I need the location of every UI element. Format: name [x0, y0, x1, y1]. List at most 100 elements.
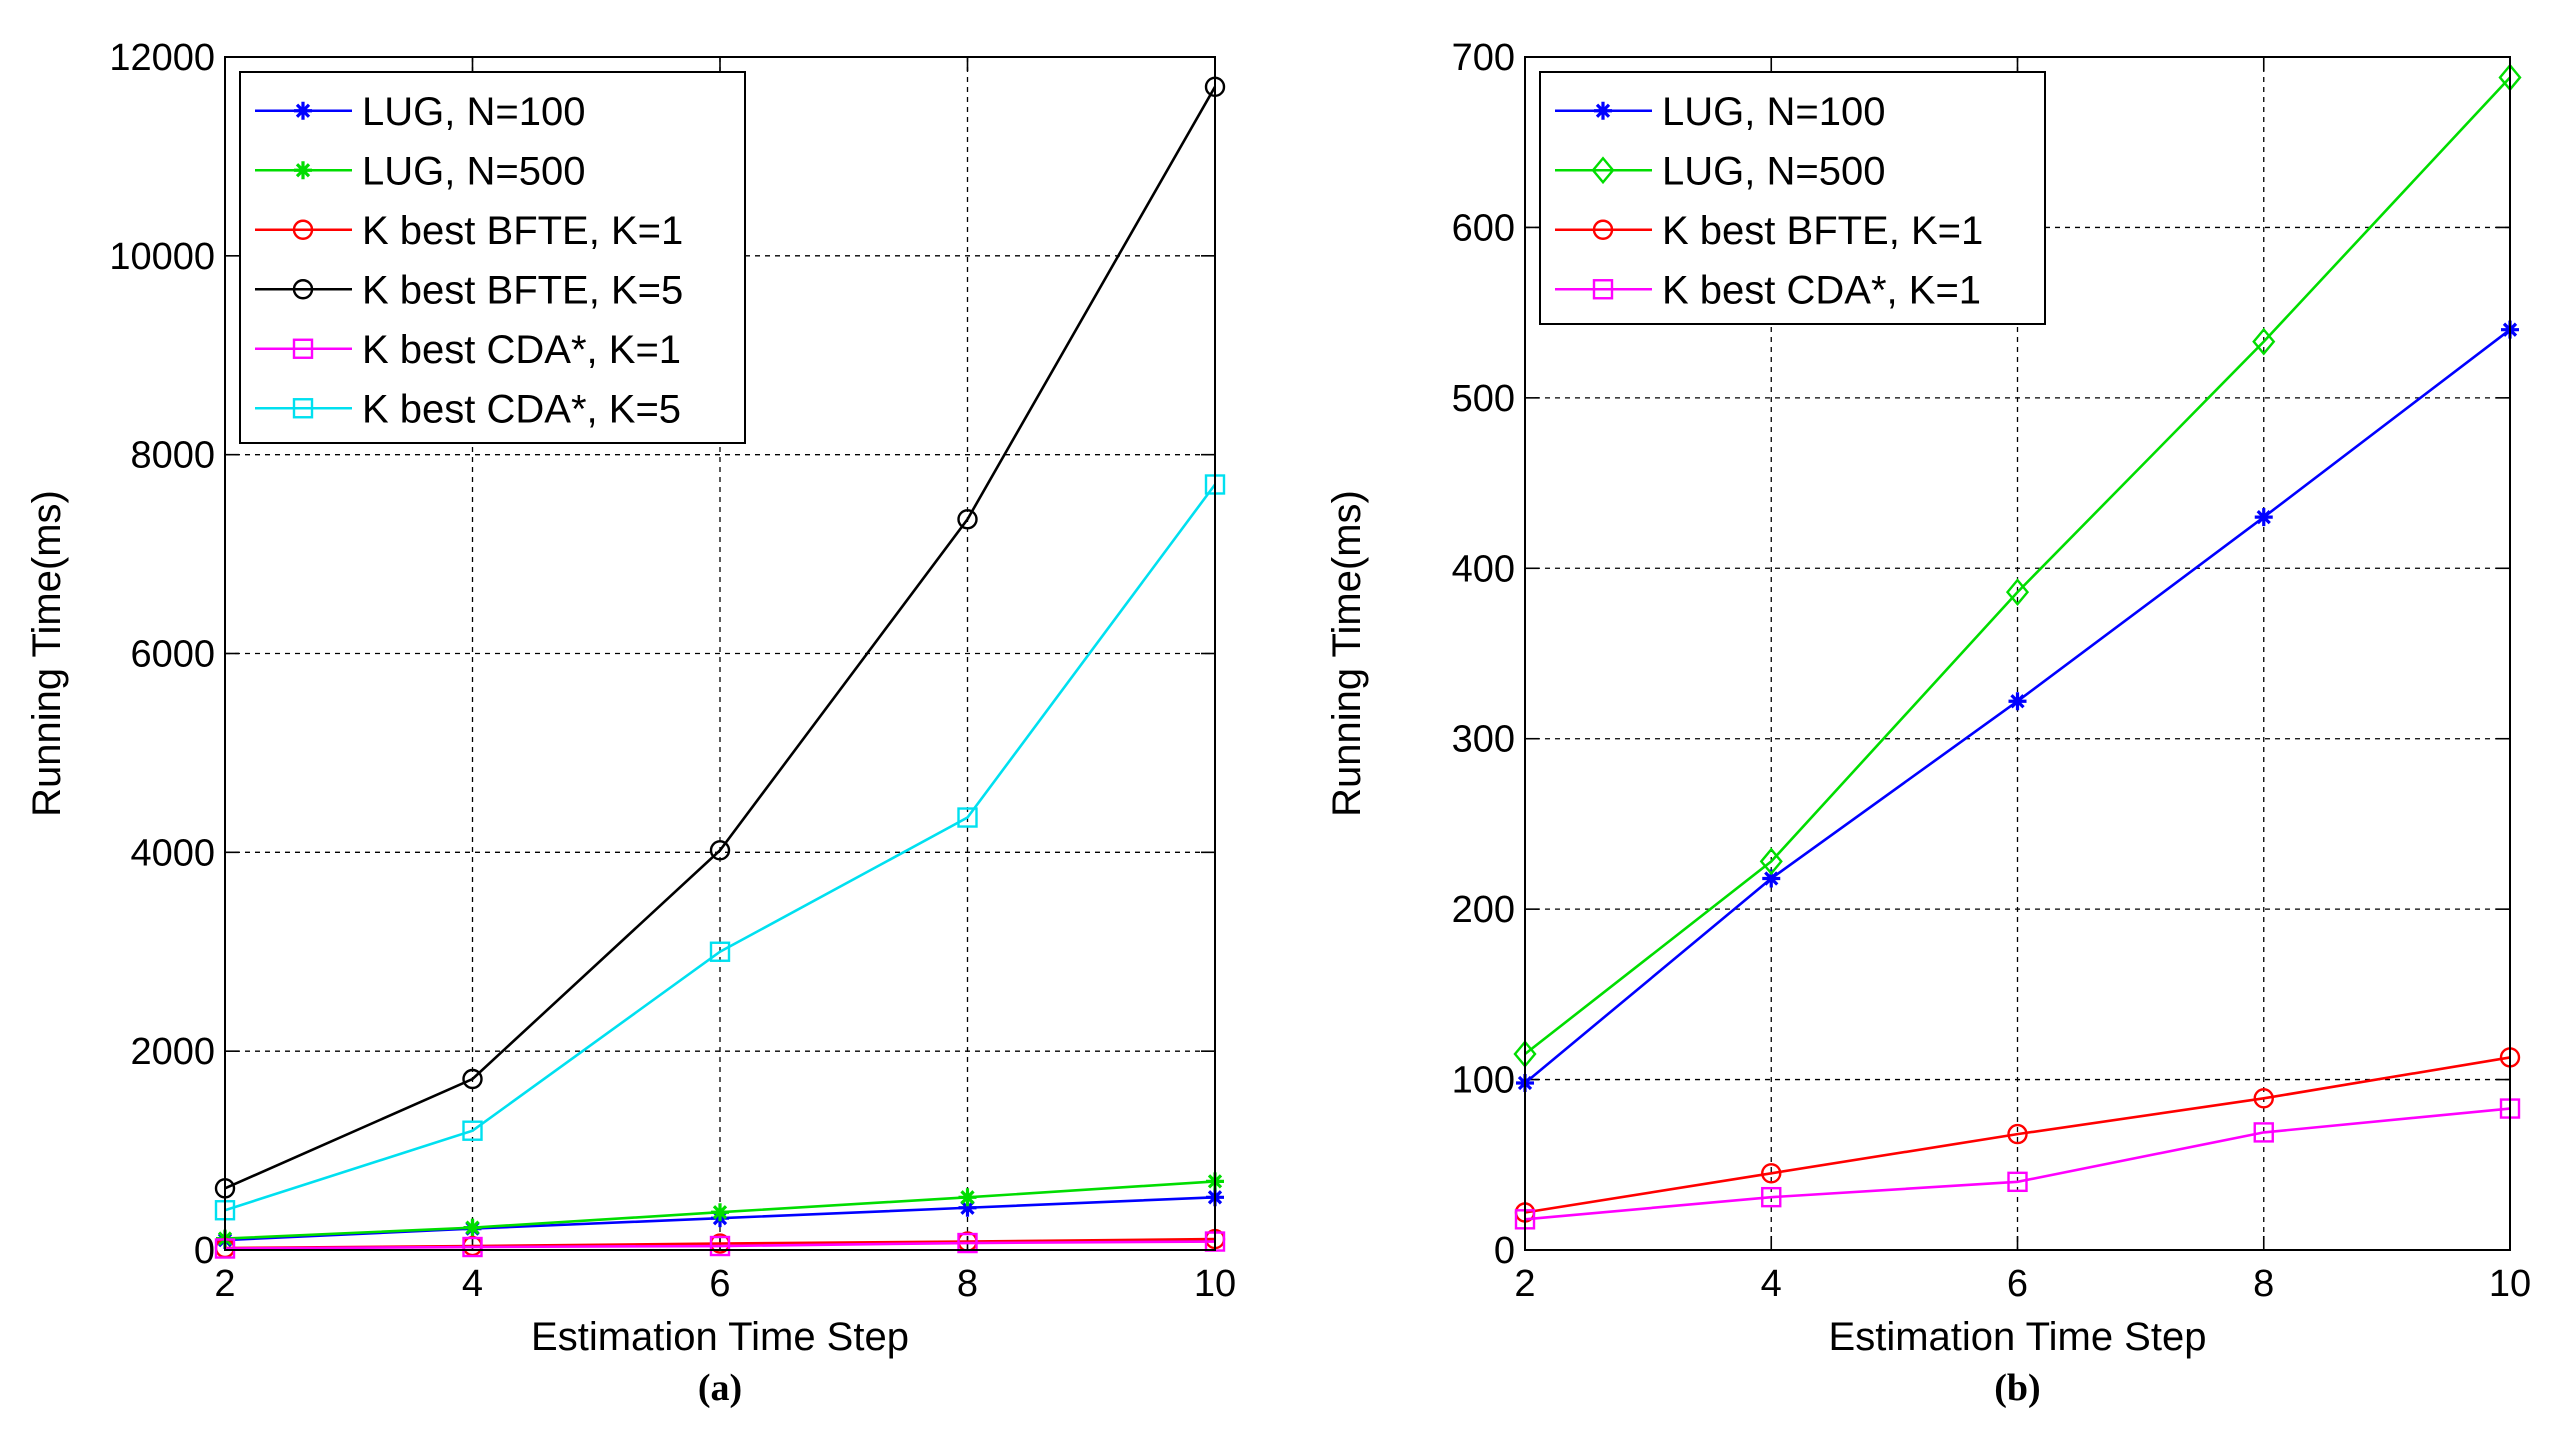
panel-a-point-lug-n-500 — [711, 1203, 729, 1222]
panel-a-point-k-best-cda-k-1 — [709, 1235, 731, 1257]
panel-b-ytick-label: 400 — [1452, 548, 1515, 590]
panel-a-legend-label: K best CDA*, K=5 — [362, 387, 681, 431]
panel-a-legend-item-k-best-bfte-k-5: K best BFTE, K=5 — [255, 268, 683, 312]
panel-a-point-lug-n-500 — [463, 1218, 482, 1237]
panel-b-line-k-best-bfte-k-1 — [1524, 1056, 2511, 1214]
panel-a-point-k-best-cda-k-1 — [957, 1232, 978, 1254]
panel-a-legend: LUG, N=100 LUG, N=500 K best BFTE, K=1 K be… — [239, 71, 746, 444]
panel-b-legend-label: K best CDA*, K=1 — [1662, 268, 1981, 312]
panel-a-ytick-label: 8000 — [130, 435, 215, 477]
panel-b-legend: LUG, N=100 LUG, N=500 K best BFTE, K=1 K be… — [1539, 71, 2046, 325]
panel-b-point-lug-n-500 — [2252, 327, 2276, 356]
panel-a-y-axis-label: Running Time(ms) — [25, 490, 69, 817]
panel-a-legend-label: K best BFTE, K=5 — [362, 268, 683, 312]
panel-b-point-k-best-cda-k-1 — [2253, 1122, 2274, 1143]
panel-b-legend-marker — [1591, 156, 1615, 185]
panel-a-legend-marker — [292, 398, 314, 419]
panel-a-legend-label: LUG, N=500 — [362, 149, 585, 193]
panel-b-point-lug-n-100 — [1762, 869, 1781, 888]
panel-a-point-lug-n-500 — [958, 1188, 977, 1207]
panel-b-ytick-label: 700 — [1452, 37, 1515, 79]
panel-b-xtick-label: 2 — [1514, 1263, 1535, 1305]
panel-b-point-lug-n-100 — [2008, 692, 2027, 711]
panel-a-ytick-label: 12000 — [109, 37, 215, 79]
panel-b-caption: (b) — [1994, 1367, 2040, 1409]
panel-b-legend-item-k-best-cda-k-1: K best CDA*, K=1 — [1555, 268, 1981, 312]
panel-b-axes-frame — [1524, 56, 2511, 1251]
panel-b-ytick-label: 500 — [1452, 378, 1515, 420]
panel-a-xtick-label: 2 — [214, 1263, 235, 1305]
panel-a-legend-marker — [292, 338, 314, 359]
panel-a-xtick-label: 4 — [462, 1263, 483, 1305]
panel-a-point-k-best-cda-k-5 — [462, 1120, 483, 1141]
panel-b-point-k-best-cda-k-1 — [1761, 1186, 1782, 1208]
panel-a-point-k-best-cda-k-1 — [462, 1236, 483, 1258]
panel-b-y-axis-label: Running Time(ms) — [1325, 490, 1369, 817]
panel-a-legend-label: K best BFTE, K=1 — [362, 209, 683, 253]
panel-a-caption: (a) — [698, 1367, 742, 1409]
panel-b-ytick-label: 600 — [1452, 207, 1515, 249]
panel-a-legend-item-lug-n-100: LUG, N=100 — [255, 90, 585, 134]
panel-a-axes-frame — [224, 56, 1216, 1251]
panel-b-ytick-label: 300 — [1452, 719, 1515, 761]
panel-a-legend-box — [239, 71, 746, 444]
panel-a: 2 4 6 8 10 0 2000 4000 6000 8000 10000 12000 Estimat… — [25, 37, 1236, 1409]
panel-a-legend-marker — [294, 161, 312, 180]
panel-a-legend-marker — [294, 101, 312, 120]
panel-a-xtick-label: 6 — [709, 1263, 730, 1305]
panel-a-point-k-best-cda-k-5 — [709, 941, 731, 962]
panel-a-legend-item-lug-n-500: LUG, N=500 — [255, 149, 585, 193]
panel-b-legend-marker — [1594, 101, 1612, 120]
panel-a-point-k-best-bfte-k-5 — [709, 840, 731, 861]
panel-b-legend-marker — [1592, 219, 1614, 240]
panel-a-line-k-best-bfte-k-5 — [224, 86, 1217, 1190]
panel-a-ytick-label: 6000 — [130, 634, 215, 676]
panel-a-ytick-label: 0 — [194, 1230, 215, 1272]
panel-b-point-k-best-cda-k-1 — [2007, 1171, 2028, 1193]
panel-a-x-axis-label: Estimation Time Step — [531, 1315, 909, 1359]
panel-a-legend-label: LUG, N=100 — [362, 90, 585, 134]
panel-b-line-k-best-cda-k-1 — [1524, 1107, 2511, 1221]
panel-b-ytick-label: 200 — [1452, 889, 1515, 931]
panel-a-legend-item-k-best-bfte-k-1: K best BFTE, K=1 — [255, 209, 683, 253]
panel-a-ytick-label: 10000 — [109, 236, 215, 278]
panel-b-xtick-label: 10 — [2489, 1263, 2531, 1305]
panel-b-legend-label: LUG, N=100 — [1662, 90, 1885, 134]
panel-a-legend-marker — [292, 219, 314, 240]
panel-b-xtick-label: 6 — [2007, 1263, 2028, 1305]
panel-a-legend-label: K best CDA*, K=1 — [362, 328, 681, 372]
panel-b-xtick-label: 4 — [1761, 1263, 1782, 1305]
panel-b-legend-label: LUG, N=500 — [1662, 149, 1885, 193]
panel-b-point-k-best-bfte-k-1 — [2007, 1123, 2028, 1145]
panel-b-legend-item-k-best-bfte-k-1: K best BFTE, K=1 — [1555, 209, 1983, 253]
panel-b-point-lug-n-500 — [1759, 847, 1783, 876]
panel-a-point-k-best-bfte-k-5 — [957, 509, 978, 530]
panel-a-ytick-label: 4000 — [130, 832, 215, 874]
panel-b-ytick-label: 0 — [1494, 1230, 1515, 1272]
panel-b-line-lug-n-500 — [1524, 76, 2511, 1056]
panel-a-legend-marker — [292, 279, 314, 300]
panel-a-point-k-best-cda-k-5 — [957, 807, 978, 828]
panel-a-point-lug-n-100 — [958, 1198, 977, 1217]
panel-b-point-lug-n-500 — [2005, 578, 2030, 607]
panel-b-legend-item-lug-n-100: LUG, N=100 — [1555, 90, 1885, 134]
panel-a-xtick-label: 8 — [957, 1263, 978, 1305]
panel-a-legend-item-k-best-cda-k-5: K best CDA*, K=5 — [255, 387, 681, 431]
panel-b-point-k-best-bfte-k-1 — [2253, 1088, 2274, 1109]
panel-a-line-k-best-cda-k-1 — [224, 1240, 1216, 1250]
panel-b-xtick-label: 8 — [2253, 1263, 2274, 1305]
panel-b-ytick-label: 100 — [1452, 1060, 1515, 1102]
panel-b-series-lug-n-500 — [1513, 63, 2522, 1068]
panel-a-ytick-label: 2000 — [130, 1031, 215, 1073]
panel-a-point-k-best-bfte-k-5 — [462, 1068, 483, 1090]
panel-b-x-axis-label: Estimation Time Step — [1829, 1315, 2207, 1359]
panel-b-point-lug-n-100 — [2254, 508, 2273, 527]
panel-a-xtick-label: 10 — [1194, 1263, 1236, 1305]
panel-b-point-k-best-bfte-k-1 — [1761, 1163, 1782, 1184]
panel-b-series-k-best-cda-k-1 — [1514, 1098, 2521, 1230]
panel-a-line-k-best-cda-k-5 — [224, 483, 1217, 1212]
panel-b-legend-label: K best BFTE, K=1 — [1662, 209, 1983, 253]
panel-b-legend-marker — [1592, 279, 1614, 300]
